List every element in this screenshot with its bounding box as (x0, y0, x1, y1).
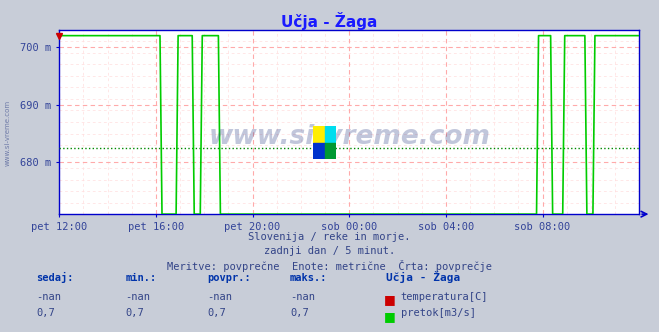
Text: www.si-vreme.com: www.si-vreme.com (208, 124, 490, 150)
Bar (325, 143, 336, 159)
Text: 0,7: 0,7 (290, 308, 308, 318)
Text: pretok[m3/s]: pretok[m3/s] (401, 308, 476, 318)
Text: www.si-vreme.com: www.si-vreme.com (5, 100, 11, 166)
Text: sedaj:: sedaj: (36, 272, 74, 283)
Text: Učja - Žaga: Učja - Žaga (281, 12, 378, 30)
Text: Slovenija / reke in morje.: Slovenija / reke in morje. (248, 232, 411, 242)
Text: 0,7: 0,7 (125, 308, 144, 318)
Text: Učja - Žaga: Učja - Žaga (386, 271, 460, 283)
Text: -nan: -nan (125, 292, 150, 302)
Text: -nan: -nan (208, 292, 233, 302)
Bar (313, 126, 325, 143)
Text: zadnji dan / 5 minut.: zadnji dan / 5 minut. (264, 246, 395, 256)
Text: 0,7: 0,7 (208, 308, 226, 318)
Text: temperatura[C]: temperatura[C] (401, 292, 488, 302)
Bar (325, 126, 336, 143)
Text: ■: ■ (384, 310, 396, 323)
Text: Meritve: povprečne  Enote: metrične  Črta: povprečje: Meritve: povprečne Enote: metrične Črta:… (167, 260, 492, 272)
Text: 0,7: 0,7 (36, 308, 55, 318)
Bar (313, 143, 325, 159)
Text: -nan: -nan (290, 292, 315, 302)
Text: povpr.:: povpr.: (208, 273, 251, 283)
Text: maks.:: maks.: (290, 273, 328, 283)
Text: min.:: min.: (125, 273, 156, 283)
Text: -nan: -nan (36, 292, 61, 302)
Text: ■: ■ (384, 293, 396, 306)
